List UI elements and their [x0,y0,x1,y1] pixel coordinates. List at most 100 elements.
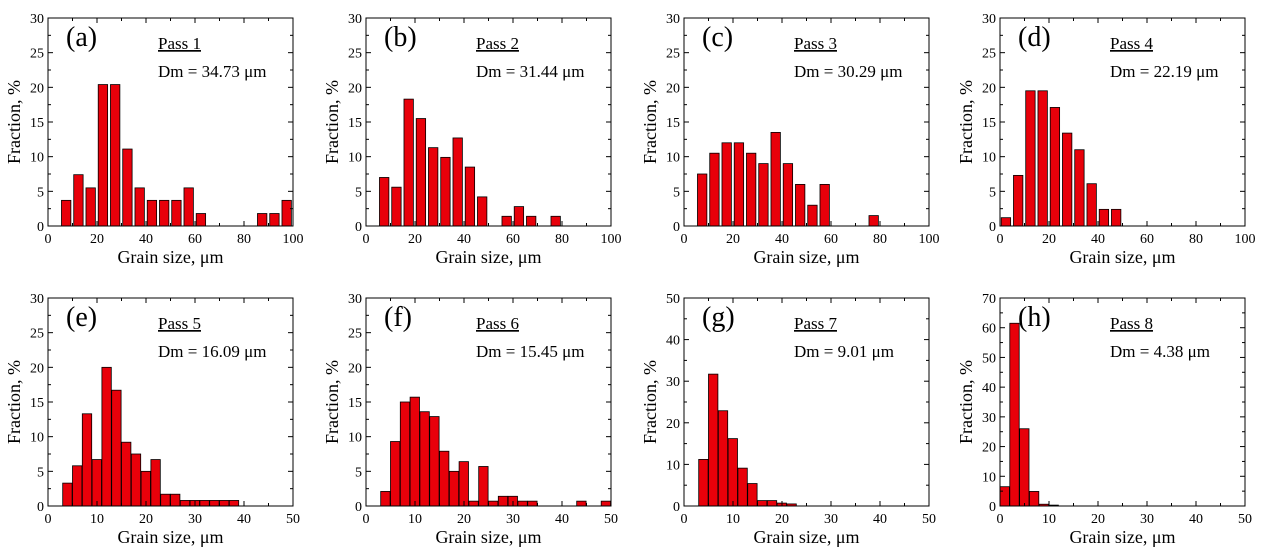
histogram-bar [1013,174,1024,227]
histogram-bar [171,199,182,227]
x-tick-label: 80 [873,232,887,247]
y-axis-label: Fraction, % [956,360,976,444]
y-tick-label: 30 [982,411,996,426]
histogram-bar [1086,183,1097,227]
x-tick-label: 40 [873,512,887,527]
x-axis-label: Grain size, μm [435,247,541,267]
x-tick-label: 100 [283,232,304,247]
x-tick-label: 20 [726,232,740,247]
x-tick-label: 0 [681,512,688,527]
pass-title: Pass 3 [794,34,837,53]
histogram-bar [146,199,158,227]
x-tick-label: 30 [506,512,520,527]
histogram-bar [517,500,528,507]
y-tick-label: 10 [666,151,680,166]
y-tick-label: 50 [982,351,996,366]
histogram-bar [228,500,240,507]
x-tick-label: 0 [997,232,1004,247]
mean-grain-size: Dm = 34.73 μm [158,62,266,81]
y-tick-label: 10 [348,431,362,446]
mean-grain-size: Dm = 30.29 μm [794,62,902,81]
x-tick-label: 10 [726,512,740,527]
x-tick-label: 100 [919,232,940,247]
x-tick-label: 40 [1189,512,1203,527]
histogram-bar [698,459,709,507]
histogram-bar [452,137,463,227]
x-tick-label: 60 [506,232,520,247]
y-tick-label: 10 [30,431,44,446]
panel-label: (e) [66,302,97,333]
x-tick-label: 40 [775,232,789,247]
histogram-bar [130,453,142,507]
histogram-bar [747,483,758,507]
y-tick-label: 25 [348,47,362,62]
histogram-bar [219,500,230,507]
mean-grain-size: Dm = 31.44 μm [476,62,584,81]
x-tick-label: 80 [237,232,251,247]
y-tick-label: 5 [673,185,680,200]
x-tick-label: 60 [824,232,838,247]
y-axis-label: Fraction, % [322,80,342,164]
x-axis-label: Grain size, μm [435,527,541,547]
y-axis-label: Fraction, % [4,80,24,164]
x-tick-label: 20 [408,232,422,247]
histogram-bar [379,177,390,227]
x-axis-label: Grain size, μm [1069,527,1175,547]
x-tick-label: 20 [1091,512,1105,527]
x-tick-label: 20 [457,512,471,527]
histogram-bar [999,486,1010,507]
chart-panel-1: 0 5 10 15 20 25 30 0 20 40 60 80 100 Grain size, μm Fr… [4,12,304,267]
histogram-bar [717,410,729,507]
histogram-bar [709,152,720,227]
y-tick-label: 10 [30,151,44,166]
pass-title: Pass 6 [476,314,519,333]
y-tick-label: 5 [37,185,44,200]
y-tick-label: 25 [30,327,44,342]
histogram-bar [1098,208,1110,227]
y-tick-label: 0 [673,220,680,235]
histogram-bar [419,411,430,507]
histogram-bar [257,213,268,227]
y-axis-label: Fraction, % [640,360,660,444]
histogram-bar [1111,208,1122,227]
y-tick-label: 20 [982,441,996,456]
y-tick-label: 0 [37,220,44,235]
y-tick-label: 10 [348,151,362,166]
histogram-bar [159,199,170,227]
x-tick-label: 30 [188,512,202,527]
histogram-bar [62,482,73,507]
histogram-bar [868,215,879,227]
histogram-bar [807,204,818,227]
x-tick-label: 100 [601,232,622,247]
histogram-bar [477,196,488,227]
x-tick-label: 60 [1140,232,1154,247]
histogram-bar [497,495,509,507]
histogram-bar [81,413,93,507]
pass-title: Pass 4 [1110,34,1153,53]
x-tick-label: 40 [457,232,471,247]
histogram-bar [501,215,512,227]
histogram-bar [488,500,499,507]
x-tick-label: 100 [1235,232,1256,247]
y-tick-label: 30 [348,292,362,307]
histogram-bar [195,213,207,227]
y-tick-label: 40 [666,334,680,349]
histogram-bar [1000,217,1012,227]
x-tick-label: 40 [139,232,153,247]
histogram-bar [527,500,538,507]
y-tick-label: 25 [30,47,44,62]
y-tick-label: 30 [30,292,44,307]
x-tick-label: 80 [555,232,569,247]
histogram-bar [782,163,794,227]
panel-label: (a) [66,22,97,53]
histogram-bar [97,84,109,227]
histogram-bar [1074,149,1085,227]
y-tick-label: 0 [355,220,362,235]
mean-grain-size: Dm = 9.01 μm [794,342,894,361]
x-tick-label: 20 [139,512,153,527]
y-tick-label: 40 [982,381,996,396]
histogram-bar [399,401,411,507]
histogram-bar [1025,90,1036,227]
histogram-bar [1049,107,1061,227]
histogram-bar [101,366,112,507]
